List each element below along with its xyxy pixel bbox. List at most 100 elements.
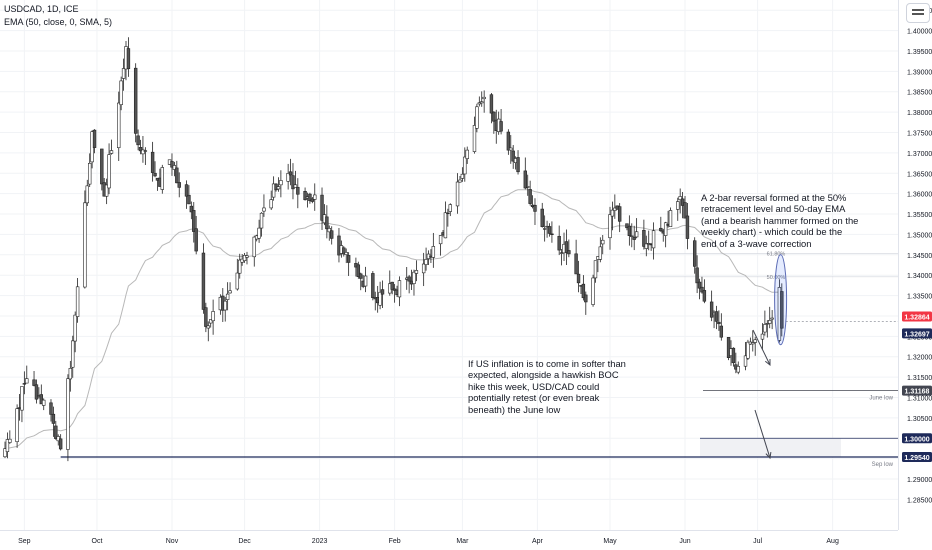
candle-up [119,80,123,106]
menu-button[interactable] [906,3,930,23]
candle-down [204,307,208,327]
candle-down [371,273,375,298]
candle-up [259,212,264,229]
candle-down [540,208,544,227]
candle-up [286,173,290,182]
candle-down [567,250,571,255]
candle-down [697,281,702,289]
candle-down [617,206,622,222]
candle-down [702,290,707,302]
candle-down [550,233,554,236]
highlight-ellipse [774,254,788,346]
candle-down [499,121,503,132]
candle-down [310,198,315,202]
candle-up [262,207,266,212]
candle-down [150,151,155,173]
candle-down [407,276,411,282]
candle-down [153,172,157,177]
candle-down [194,228,198,252]
candle-down [303,190,307,201]
candle-up [271,183,276,198]
candle-up [770,317,774,320]
candle-up [121,68,126,79]
x-tick-label: Apr [532,538,544,545]
candle-up [20,386,24,411]
fib-level-label: 61.80% [767,252,786,258]
annotation-line: hike this week, USD/CAD could [468,380,600,392]
candle-up [542,228,547,230]
candle-up [743,355,748,367]
y-tick-label: 1.37500 [907,131,932,138]
candle-up [160,167,164,190]
annotation-line: retracement level and 50-day EMA [701,203,846,215]
price-tag [902,433,932,444]
candle-down [700,286,704,293]
candle-down [625,223,629,229]
candle-down [170,161,174,168]
candle-down [189,205,194,213]
candle-up [117,102,121,149]
y-tick-label: 1.28500 [907,497,932,504]
y-tick-label: 1.36000 [907,192,932,199]
candle-up [276,186,281,190]
menu-icon-bar [912,13,924,15]
candle-down [49,402,53,415]
y-tick-label: 1.35000 [907,232,932,239]
arrow-june-low [752,329,771,366]
horizontal-levels: June low Sep low 61.80% 50.00% [60,252,898,468]
candle-down [523,170,528,189]
ema-50-line [4,189,783,450]
candle-up [88,162,92,185]
y-tick-label: 1.36500 [907,171,932,178]
annotation-lower: If US inflation is to come in softer tha… [468,358,626,415]
candle-down [346,255,351,263]
annotation-line: weekly chart) - which could be the [701,226,843,238]
candle-down [492,111,496,122]
candle-up [509,147,513,151]
price-axis: 1.285001.290001.295001.300001.305001.310… [898,0,932,550]
candle-down [342,247,346,255]
candle-up [104,184,109,197]
candle-up [313,194,317,200]
candle-up [593,260,598,279]
y-tick-label: 1.34000 [907,273,932,280]
candle-up [85,185,89,204]
candle-up [83,202,87,288]
y-tick-label: 1.38000 [907,110,932,117]
candle-down [714,311,719,322]
candle-down [54,425,58,439]
candle-down [780,291,784,329]
candle-down [138,147,143,152]
candle-down [325,216,329,230]
candle-up [746,341,750,359]
price-tag-label: 1.32697 [904,331,929,338]
candle-up [475,106,479,129]
candle-down [126,48,131,70]
candle-down [356,264,361,278]
candle-up [228,290,232,294]
candle-down [528,189,532,204]
candle-down [184,184,189,197]
y-tick-label: 1.33500 [907,294,932,301]
candle-down [516,157,520,173]
candle-down [719,325,724,338]
x-tick-label: Feb [389,538,401,545]
candle-down [291,175,295,190]
candle-up [143,150,148,152]
candle-up [414,270,419,274]
candle-down [296,186,300,195]
candle-up [141,149,145,155]
candle-down [627,225,632,236]
candle-down [489,94,494,114]
candle-down [136,135,140,146]
candle-up [223,300,227,311]
candle-up [109,150,114,154]
candle-down [533,204,537,212]
candle-up [242,255,247,262]
candle-up [431,246,436,258]
candle-down [547,226,552,234]
symbol-title: USDCAD, 1D, ICE [4,4,79,14]
candle-up [443,212,448,239]
arrow-june-low-head [764,358,771,367]
